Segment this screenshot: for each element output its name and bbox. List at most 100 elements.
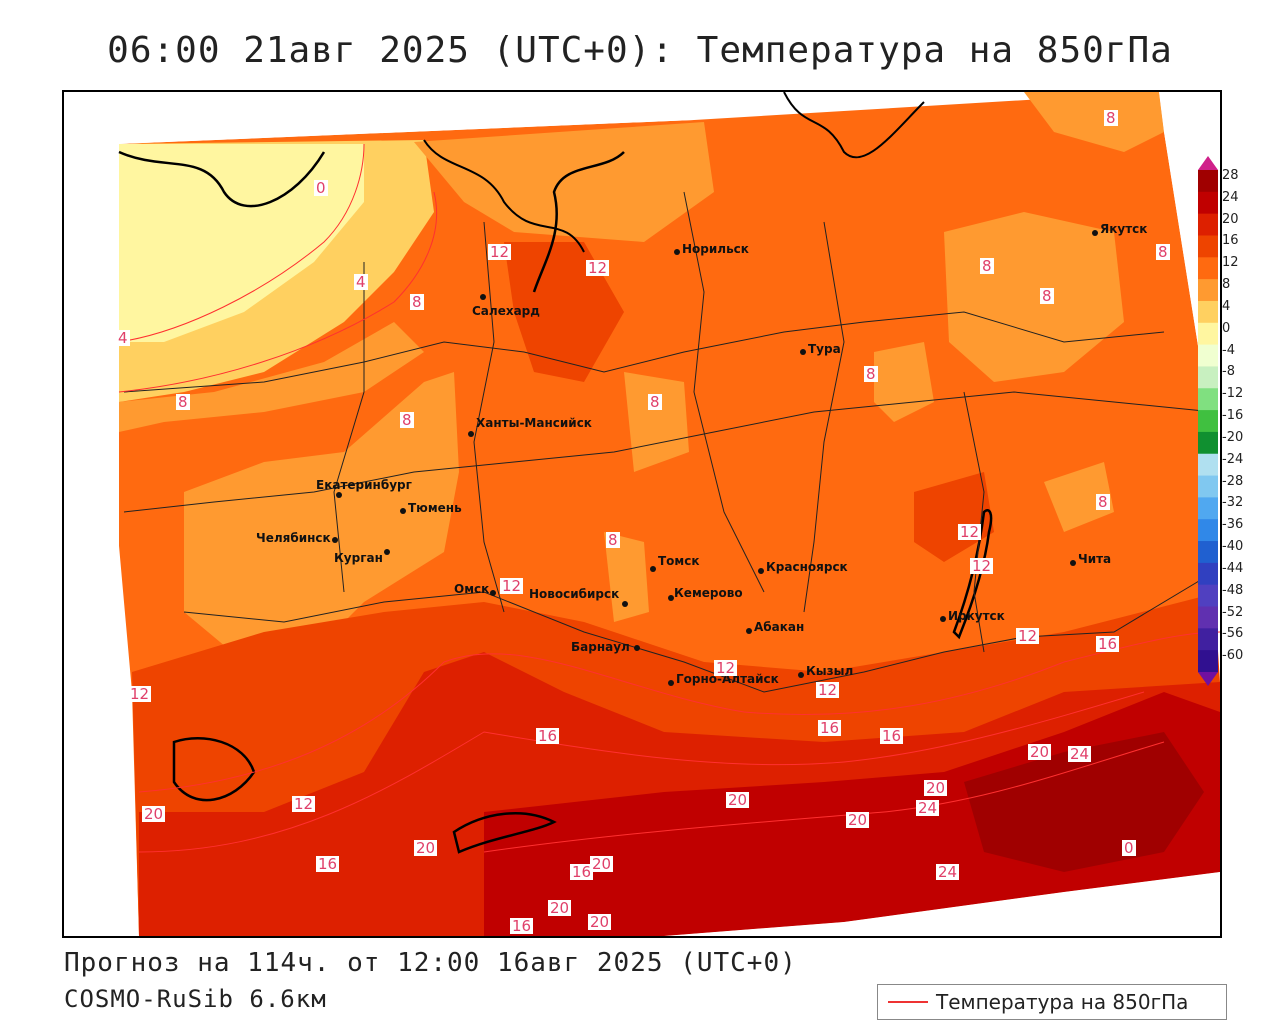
colorbar-segment [1198,606,1218,629]
colorbar-tick-label: -52 [1222,604,1244,620]
colorbar-segment [1198,300,1218,324]
city-label-tura: Тура [808,342,841,356]
colorbar-tick-label: 8 [1222,277,1231,293]
contour-label: 20 [142,805,166,823]
colorbar-segment [1198,322,1218,346]
contour-label: 12 [958,523,982,541]
contour-label: 12 [1016,627,1040,645]
colorbar-segment [1198,344,1218,367]
contour-label: 20 [1028,743,1052,761]
colorbar-bottom-arrow [1198,672,1218,686]
contour-label: 16 [570,863,594,881]
contour-label: 12 [128,685,152,703]
city-label-kemerovo: Кемерово [674,586,743,600]
colorbar-tick-label: 16 [1222,233,1239,249]
colorbar-segment [1198,497,1218,520]
contour-label: 12 [586,259,610,277]
colorbar-tick-label: -56 [1222,626,1244,642]
colorbar-segment [1198,562,1218,586]
colorbar-segment [1198,366,1218,389]
temperature-field-map [64,92,1220,936]
contour-label: 20 [726,791,750,809]
city-marker [668,680,674,686]
city-marker [674,249,680,255]
legend-line-swatch [888,1001,928,1003]
contour-label: 24 [1068,745,1092,763]
colorbar-segment [1198,584,1218,608]
colorbar-tick-label: -48 [1222,582,1244,598]
colorbar-tick-label: 28 [1222,168,1239,183]
city-marker [940,616,946,622]
city-label-novosibirsk: Новосибирск [529,587,620,601]
city-label-kyzyl: Кызыл [806,664,854,678]
colorbar-segment [1198,410,1218,433]
city-marker [622,601,628,607]
city-marker [480,294,486,300]
city-label-abakan: Абакан [754,620,805,634]
colorbar-tick-label: -12 [1222,386,1244,402]
city-label-chelyabinsk: Челябинск [256,531,331,545]
colorbar-segment [1198,279,1218,302]
city-marker [758,568,764,574]
city-marker [668,595,674,601]
colorbar-tick-label: 20 [1222,211,1239,227]
colorbar-tick-label: 4 [1222,298,1231,314]
colorbar-segment [1198,519,1218,542]
colorbar-top-arrow [1198,156,1218,170]
city-marker [1070,560,1076,566]
city-label-omsk: Омск [454,582,490,596]
city-label-kurgan: Курган [334,551,383,565]
model-info: COSMO-RuSib 6.6км [64,985,327,1013]
contour-label: 8 [400,411,414,429]
contour-label: 24 [936,863,960,881]
city-label-norilsk: Норильск [682,242,749,256]
colorbar-tick-label: -40 [1222,539,1244,555]
colorbar-segment [1198,453,1218,477]
contour-label: 4 [354,273,368,291]
city-marker [746,628,752,634]
contour-label: 20 [414,839,438,857]
contour-label: 0 [314,179,328,197]
contour-label: 12 [970,557,994,575]
colorbar-tick-label: 12 [1222,255,1239,271]
contour-label: 8 [648,393,662,411]
contour-label: 16 [818,719,842,737]
city-label-khanty-mansiysk: Ханты-Мансийск [476,416,592,430]
city-label-gorno-altaysk: Горно-Алтайск [676,672,779,686]
contour-label: 16 [1096,635,1120,653]
contour-label: 12 [500,577,524,595]
colorbar-tick-label: -36 [1222,517,1244,533]
colorbar-segment [1198,388,1218,411]
contour-label: 8 [980,257,994,275]
colorbar-segment [1198,257,1218,280]
contour-label: 20 [924,779,948,797]
city-marker [650,566,656,572]
contour-label: 16 [510,917,534,935]
colorbar-segment [1198,541,1218,564]
colorbar-tick-label: 0 [1222,320,1231,336]
city-label-chita: Чита [1078,552,1112,566]
contour-label: 12 [292,795,316,813]
map-title: 06:00 21авг 2025 (UTC+0): Температура на… [107,30,1173,71]
city-marker [400,508,406,514]
contour-label: 8 [1156,243,1170,261]
contour-label: 12 [714,659,738,677]
colorbar-tick-label: -60 [1222,648,1244,664]
city-label-irkutsk: Иркутск [948,609,1005,623]
legend-label: Температура на 850гПа [936,990,1189,1014]
city-marker [332,537,338,543]
colorbar-tick-label: 24 [1222,189,1239,205]
contour-label: 12 [488,243,512,261]
colorbar-segment [1198,650,1218,673]
map-legend: Температура на 850гПа [877,984,1227,1020]
contour-label: 4 [116,329,130,347]
contour-label: 8 [1040,287,1054,305]
contour-label: 8 [864,365,878,383]
colorbar-segment [1198,213,1218,236]
forecast-info: Прогноз на 114ч. от 12:00 16авг 2025 (UT… [64,948,797,978]
colorbar-svg [1198,156,1218,686]
city-label-barnaul: Барнаул [571,640,630,654]
city-label-krasnoyarsk: Красноярск [766,560,848,574]
colorbar-tick-label: -8 [1222,364,1235,380]
colorbar [1198,156,1218,686]
